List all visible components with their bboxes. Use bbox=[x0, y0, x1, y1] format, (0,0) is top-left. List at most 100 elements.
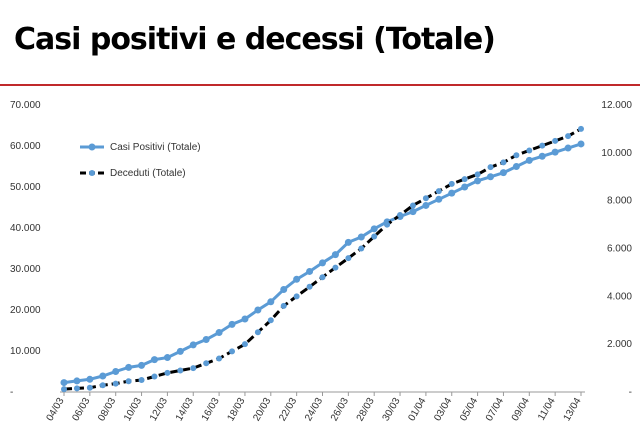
casi-positivi-point bbox=[370, 225, 378, 233]
x-tick-label: 11/04 bbox=[536, 396, 558, 423]
y-left-tick-label: 60.000 bbox=[10, 141, 41, 152]
deceduti-point bbox=[306, 283, 313, 290]
casi-positivi-point bbox=[435, 195, 443, 203]
y-left-tick-label: 20.000 bbox=[10, 305, 41, 316]
deceduti-point bbox=[487, 164, 494, 171]
deceduti-point bbox=[371, 233, 378, 240]
x-tick-label: 14/03 bbox=[174, 396, 196, 424]
casi-positivi-point bbox=[538, 152, 546, 160]
y-left-tick-label: 50.000 bbox=[10, 182, 41, 193]
series-layer bbox=[60, 125, 585, 393]
casi-positivi-point bbox=[551, 148, 559, 156]
y-right-tick-label: 10.000 bbox=[601, 148, 632, 159]
casi-positivi-point bbox=[125, 363, 133, 371]
deceduti-point bbox=[319, 274, 326, 281]
deceduti-point bbox=[578, 125, 584, 132]
casi-positivi-point bbox=[319, 259, 326, 267]
deceduti-point bbox=[241, 341, 248, 348]
legend-label: Casi Positivi (Totale) bbox=[110, 142, 201, 153]
x-tick-label: 01/04 bbox=[406, 396, 428, 424]
deceduti-point bbox=[539, 142, 546, 149]
x-tick-label: 04/03 bbox=[45, 396, 67, 424]
deceduti-point bbox=[164, 369, 171, 376]
deceduti-point bbox=[409, 202, 416, 209]
y-left-tick-label: 30.000 bbox=[10, 264, 41, 275]
legend-label: Deceduti (Totale) bbox=[110, 168, 186, 179]
casi-positivi-point bbox=[60, 379, 68, 387]
y-left-tick-label: 10.000 bbox=[10, 346, 41, 357]
x-tick-label: 30/03 bbox=[381, 396, 403, 424]
deceduti-point bbox=[474, 171, 481, 178]
x-tick-label: 20/03 bbox=[251, 396, 273, 424]
deceduti-point bbox=[61, 386, 67, 393]
legend-marker-deceduti bbox=[89, 170, 95, 176]
deceduti-point bbox=[422, 195, 429, 202]
y-right-tick-label: 12.000 bbox=[601, 100, 632, 111]
deceduti-point bbox=[267, 317, 274, 324]
casi-positivi-point bbox=[422, 201, 430, 209]
deceduti-point bbox=[177, 367, 184, 374]
deceduti-point bbox=[86, 384, 93, 391]
y-left-tick-label: 40.000 bbox=[10, 223, 41, 234]
deceduti-point bbox=[203, 360, 210, 367]
title-divider bbox=[0, 84, 640, 86]
page-title: Casi positivi e decessi (Totale) bbox=[14, 22, 496, 57]
deceduti-point bbox=[125, 378, 132, 385]
casi-positivi-point bbox=[254, 306, 262, 314]
deceduti-point bbox=[138, 377, 145, 384]
y-right-tick-label: 4.000 bbox=[607, 291, 632, 302]
casi-positivi-point bbox=[150, 356, 158, 364]
casi-positivi-point bbox=[241, 315, 249, 323]
casi-positivi-point bbox=[306, 267, 314, 275]
deceduti-point bbox=[229, 348, 236, 355]
deceduti-point bbox=[461, 176, 468, 183]
casi-positivi-point bbox=[267, 298, 275, 306]
x-tick-label: 08/03 bbox=[96, 396, 118, 424]
legend-marker-casi-positivi bbox=[88, 143, 96, 151]
deceduti-point bbox=[397, 212, 404, 219]
x-tick-label: 03/04 bbox=[432, 396, 454, 424]
y-right-tick-label: 6.000 bbox=[607, 244, 632, 255]
casi-positivi-point bbox=[409, 208, 417, 216]
deceduti-point bbox=[552, 137, 559, 144]
casi-positivi-point bbox=[189, 341, 197, 349]
x-tick-label: 28/03 bbox=[355, 396, 377, 424]
deceduti-point bbox=[216, 355, 223, 362]
x-tick-label: 24/03 bbox=[303, 396, 325, 424]
deceduti-point bbox=[99, 382, 106, 389]
x-tick-label: 26/03 bbox=[329, 396, 351, 424]
deceduti-point bbox=[384, 221, 391, 228]
y-right-tick-label: - bbox=[629, 387, 632, 398]
x-tick-label: 06/03 bbox=[70, 396, 92, 424]
casi-positivi-point bbox=[564, 144, 572, 152]
deceduti-point bbox=[112, 380, 119, 387]
x-tick-label: 10/03 bbox=[122, 396, 144, 424]
casi-positivi-point bbox=[228, 320, 236, 328]
x-tick-label: 16/03 bbox=[200, 396, 222, 424]
deceduti-point bbox=[500, 159, 507, 166]
deceduti-point bbox=[280, 302, 287, 309]
series-1 bbox=[60, 140, 585, 387]
casi-positivi-point bbox=[73, 377, 81, 385]
casi-positivi-point bbox=[86, 375, 94, 383]
x-tick-label: 05/04 bbox=[458, 396, 480, 424]
deceduti-point bbox=[151, 373, 158, 380]
casi-positivi-point bbox=[280, 286, 288, 293]
casi-positivi-point bbox=[138, 361, 146, 369]
casi-positivi-point bbox=[163, 354, 171, 362]
deceduti-point bbox=[513, 152, 520, 159]
line-chart: - 10.000 20.000 30.000 40.000 50.000 60.000 70.… bbox=[10, 100, 632, 424]
deceduti-point bbox=[358, 245, 365, 252]
deceduti-point bbox=[565, 133, 572, 140]
casi-positivi-point bbox=[112, 368, 120, 375]
casi-positivi-point bbox=[474, 177, 482, 185]
casi-positivi-point bbox=[499, 169, 507, 177]
legend: Casi Positivi (Totale) Deceduti (Totale) bbox=[80, 142, 201, 179]
x-tick-label: 13/04 bbox=[562, 396, 584, 424]
deceduti-point bbox=[448, 180, 455, 187]
deceduti-point bbox=[332, 264, 339, 271]
casi-positivi-point bbox=[577, 140, 585, 148]
series-2 bbox=[61, 125, 584, 393]
x-tick-label: 07/04 bbox=[484, 396, 506, 424]
x-tick-label: 22/03 bbox=[277, 396, 299, 424]
